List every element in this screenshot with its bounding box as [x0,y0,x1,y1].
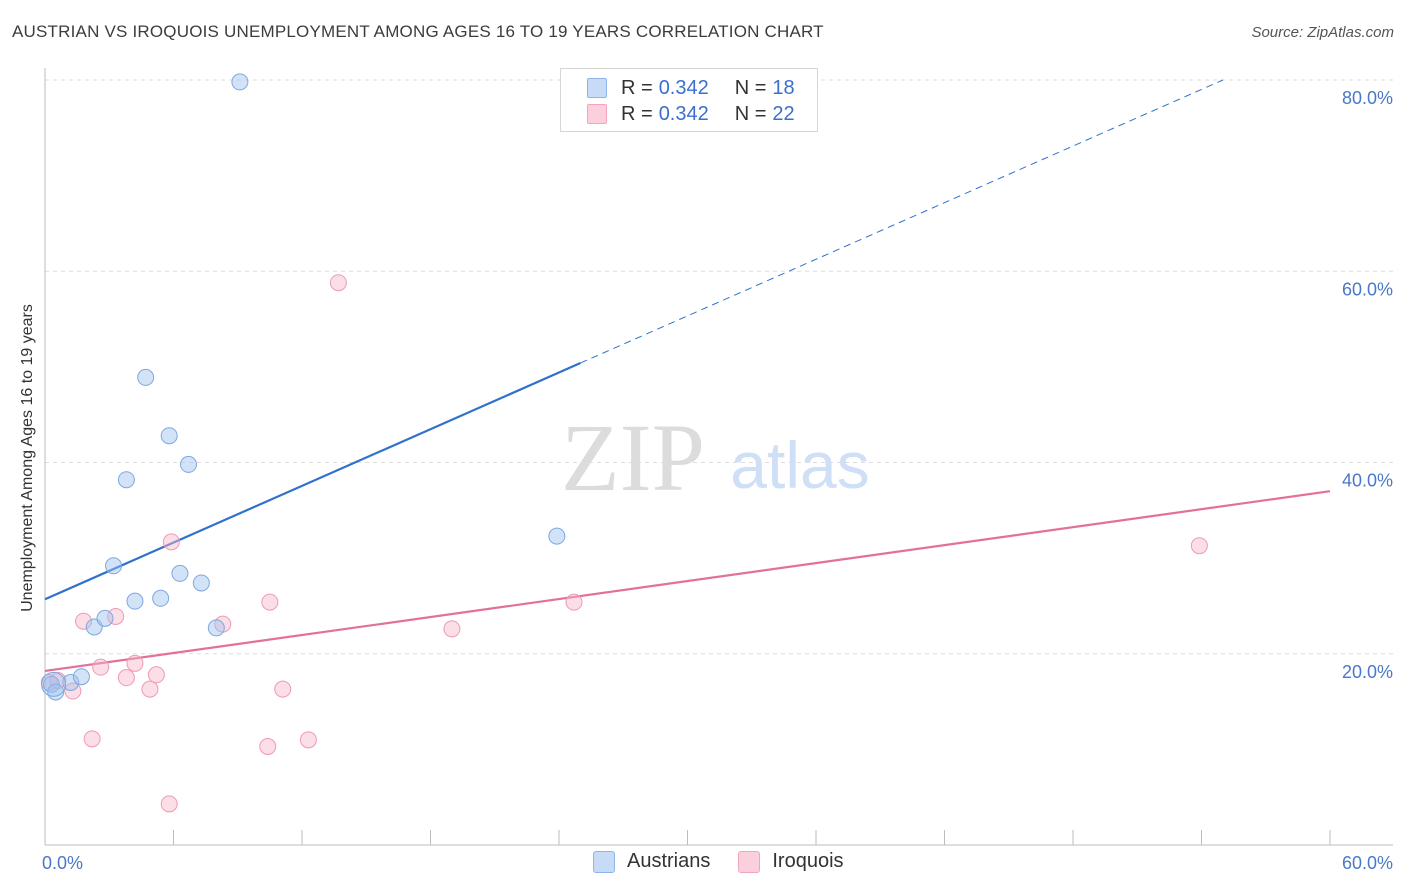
austrians-point [152,589,170,607]
austrians-swatch [587,78,607,98]
source-label: Source: ZipAtlas.com [1251,24,1394,41]
legend-r-label: R = [621,76,653,99]
iroquois-point [299,731,317,749]
chart-title: AUSTRIAN VS IROQUOIS UNEMPLOYMENT AMONG … [12,22,824,41]
iroquois-point [261,593,279,611]
iroquois-point [141,680,159,698]
legend: R = 0.342 N = 18 R = 0.342 N = 22 [560,68,818,132]
austrians-trend-line [44,362,581,601]
zipatlas-watermark: ZIP atlas [561,404,870,511]
iroquois-point [83,730,101,748]
iroquois-point [75,612,93,630]
austrians-point [160,427,178,445]
austrians-point [72,668,90,686]
watermark-zip: ZIP [561,404,705,511]
iroquois-point [1190,537,1208,555]
austrians-point [207,619,225,637]
legend-row-austrians: R = 0.342 N = 18 [587,76,795,100]
iroquois-point [160,795,178,813]
legend-r-value: 0.342 [658,76,709,99]
iroquois-swatch [738,850,761,873]
iroquois-point [126,654,144,672]
legend-n-label: N = [734,76,767,99]
legend-n-value: 18 [772,76,795,99]
austrians-point [548,527,566,545]
iroquois-point [274,680,292,698]
iroquois-point [147,666,165,684]
iroquois-point [92,658,110,676]
bottom-legend-iroquois: Iroquois [738,850,844,873]
legend-r-label: R = [621,102,653,125]
iroquois-trend-line [44,490,1331,673]
watermark-atlas: atlas [730,428,869,502]
austrians-point [137,368,155,386]
gridlines [45,79,1393,655]
austrians-point [96,609,114,627]
iroquois-point [117,669,135,687]
iroquois-point [162,533,180,551]
data-points [40,73,1208,813]
austrians-point [62,673,80,691]
legend-n-label: N = [734,102,767,125]
tick-labels: 20.0% 40.0% 60.0% 80.0% 0.0% 60.0% [42,88,1393,873]
austrians-trend-extension [580,79,1224,364]
austrians-point [42,675,60,693]
austrians-point [117,471,135,489]
legend-r-value: 0.342 [658,102,709,125]
iroquois-label: Iroquois [772,850,844,872]
iroquois-point [107,607,125,625]
austrians-point-cluster [41,671,67,697]
trend-lines [44,79,1331,673]
y-tick-label: 80.0% [1342,88,1393,108]
y-tick-label: 60.0% [1342,279,1393,299]
austrians-label: Austrians [627,850,711,872]
bottom-legend: Austrians Iroquois [593,850,872,873]
legend-row-iroquois: R = 0.342 N = 22 [587,102,795,126]
iroquois-point [443,620,461,638]
axes [44,68,1393,846]
x-tick-label: 0.0% [42,853,83,873]
austrians-point [231,73,249,91]
iroquois-point [565,593,583,611]
austrians-point [171,564,189,582]
austrians-swatch [593,850,615,873]
bottom-legend-austrians: Austrians [593,850,710,873]
y-tick-label: 40.0% [1342,471,1393,491]
legend-n-value: 22 [772,102,795,125]
y-tick-label: 20.0% [1342,662,1393,682]
austrians-point [192,574,210,592]
x-tick-label: 60.0% [1342,853,1393,873]
iroquois-swatch [587,104,607,124]
austrians-point [105,557,123,575]
iroquois-point [329,274,347,292]
austrians-point [126,592,144,610]
iroquois-point [259,738,277,756]
austrians-point [179,455,197,473]
